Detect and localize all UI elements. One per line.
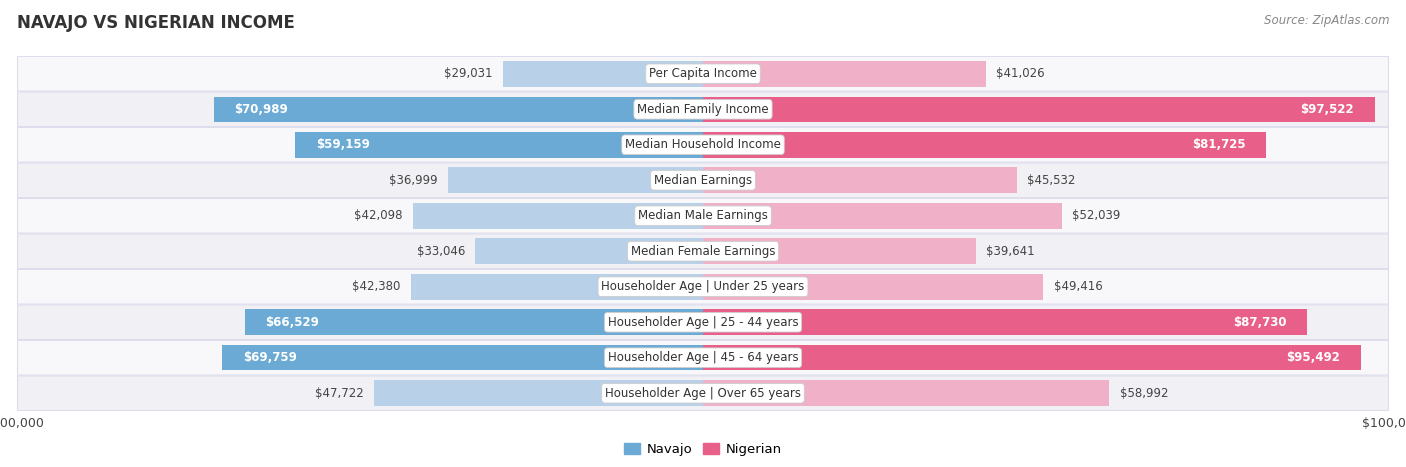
Bar bbox=[703, 132, 1265, 157]
Text: NAVAJO VS NIGERIAN INCOME: NAVAJO VS NIGERIAN INCOME bbox=[17, 14, 295, 32]
Text: Householder Age | 25 - 44 years: Householder Age | 25 - 44 years bbox=[607, 316, 799, 329]
Text: $95,492: $95,492 bbox=[1286, 351, 1340, 364]
Text: $97,522: $97,522 bbox=[1301, 103, 1354, 116]
Bar bbox=[703, 168, 1017, 193]
Text: Median Household Income: Median Household Income bbox=[626, 138, 780, 151]
FancyBboxPatch shape bbox=[17, 198, 1389, 233]
Text: $45,532: $45,532 bbox=[1026, 174, 1076, 187]
Bar bbox=[475, 239, 703, 264]
Bar bbox=[295, 132, 703, 157]
Legend: Navajo, Nigerian: Navajo, Nigerian bbox=[619, 438, 787, 461]
FancyBboxPatch shape bbox=[17, 376, 1389, 410]
Text: Source: ZipAtlas.com: Source: ZipAtlas.com bbox=[1264, 14, 1389, 27]
Text: $58,992: $58,992 bbox=[1119, 387, 1168, 400]
Text: $33,046: $33,046 bbox=[416, 245, 465, 258]
Bar bbox=[503, 61, 703, 86]
Text: Median Female Earnings: Median Female Earnings bbox=[631, 245, 775, 258]
Bar bbox=[214, 97, 703, 122]
Text: $29,031: $29,031 bbox=[444, 67, 492, 80]
Text: $70,989: $70,989 bbox=[235, 103, 288, 116]
Text: $87,730: $87,730 bbox=[1233, 316, 1286, 329]
Bar bbox=[245, 310, 703, 335]
Text: Householder Age | Under 25 years: Householder Age | Under 25 years bbox=[602, 280, 804, 293]
Text: $39,641: $39,641 bbox=[987, 245, 1035, 258]
Text: $36,999: $36,999 bbox=[389, 174, 437, 187]
FancyBboxPatch shape bbox=[17, 57, 1389, 91]
Text: $59,159: $59,159 bbox=[316, 138, 370, 151]
Text: $49,416: $49,416 bbox=[1053, 280, 1102, 293]
Bar bbox=[374, 381, 703, 406]
FancyBboxPatch shape bbox=[17, 127, 1389, 162]
Text: Median Earnings: Median Earnings bbox=[654, 174, 752, 187]
Bar bbox=[703, 274, 1043, 299]
Bar bbox=[703, 97, 1375, 122]
Bar bbox=[411, 274, 703, 299]
Text: $69,759: $69,759 bbox=[243, 351, 297, 364]
FancyBboxPatch shape bbox=[17, 340, 1389, 375]
Bar bbox=[703, 239, 976, 264]
Text: $47,722: $47,722 bbox=[315, 387, 364, 400]
Bar bbox=[703, 381, 1109, 406]
Text: $41,026: $41,026 bbox=[995, 67, 1045, 80]
Text: Householder Age | 45 - 64 years: Householder Age | 45 - 64 years bbox=[607, 351, 799, 364]
FancyBboxPatch shape bbox=[17, 92, 1389, 127]
Bar bbox=[703, 345, 1361, 370]
Bar bbox=[703, 310, 1308, 335]
Text: $81,725: $81,725 bbox=[1192, 138, 1246, 151]
Text: Median Family Income: Median Family Income bbox=[637, 103, 769, 116]
Text: $42,098: $42,098 bbox=[354, 209, 402, 222]
FancyBboxPatch shape bbox=[17, 163, 1389, 198]
Bar bbox=[703, 61, 986, 86]
Bar bbox=[222, 345, 703, 370]
Bar bbox=[413, 203, 703, 228]
Text: Median Male Earnings: Median Male Earnings bbox=[638, 209, 768, 222]
Text: Householder Age | Over 65 years: Householder Age | Over 65 years bbox=[605, 387, 801, 400]
Text: $66,529: $66,529 bbox=[266, 316, 319, 329]
Text: $42,380: $42,380 bbox=[353, 280, 401, 293]
FancyBboxPatch shape bbox=[17, 305, 1389, 340]
Bar bbox=[449, 168, 703, 193]
FancyBboxPatch shape bbox=[17, 234, 1389, 269]
FancyBboxPatch shape bbox=[17, 269, 1389, 304]
Text: Per Capita Income: Per Capita Income bbox=[650, 67, 756, 80]
Text: $52,039: $52,039 bbox=[1071, 209, 1121, 222]
Bar bbox=[703, 203, 1062, 228]
